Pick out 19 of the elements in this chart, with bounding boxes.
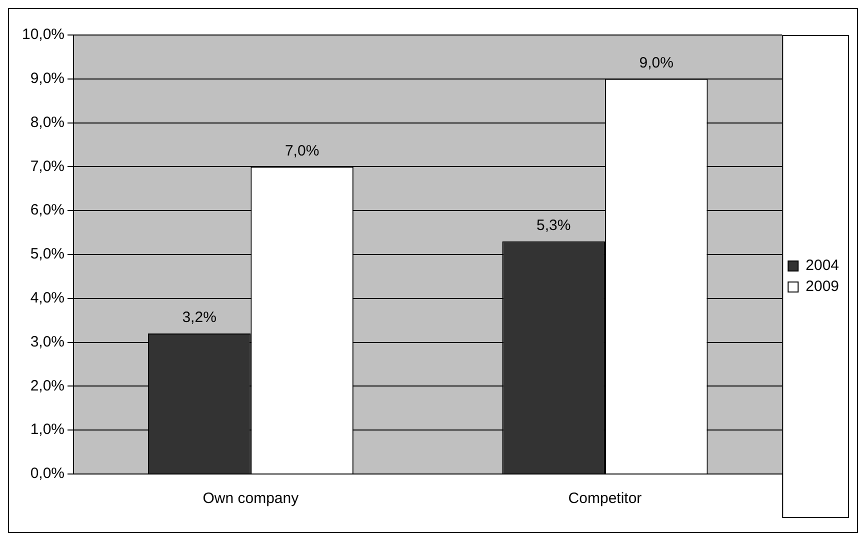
data-label: 9,0% [639,54,674,72]
legend-label: 2004 [806,257,840,274]
y-tick-label: 3,0% [30,333,65,350]
y-tick-label: 6,0% [30,202,65,219]
y-tick-label: 10,0% [22,26,65,44]
legend-label: 2009 [806,278,840,296]
y-tick-label: 1,0% [30,421,65,438]
x-tick-label: Competitor [568,490,642,508]
y-tick-label: 7,0% [30,158,65,175]
x-tick-label: Own company [202,490,300,508]
y-tick-label: 9,0% [30,70,65,88]
y-tick-label: 8,0% [30,114,65,131]
data-label: 3,2% [182,309,216,326]
data-label: 7,0% [284,142,320,160]
y-tick-label: 5,0% [30,246,65,263]
y-tick-label: 2,0% [30,377,65,394]
y-tick-label: 0,0% [30,465,65,482]
y-tick-label: 4,0% [30,290,65,307]
data-label: 5,3% [536,216,571,234]
